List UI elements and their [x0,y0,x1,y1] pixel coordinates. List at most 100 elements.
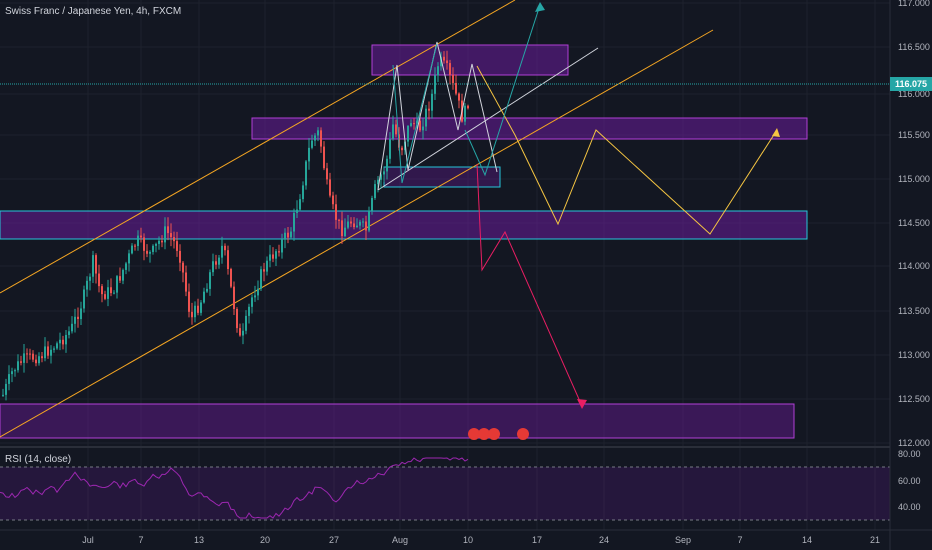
candle-body [197,305,199,313]
candle-body [293,212,295,232]
candle-body [134,245,136,247]
candle-body [251,297,253,307]
resistance-zone-mid[interactable] [251,117,808,140]
rsi-indicator-label[interactable]: RSI (14, close) [5,454,72,465]
candle-body [215,261,217,265]
candle-body [68,331,70,335]
arrow-up-icon [535,2,545,12]
candle-body [83,289,85,309]
time-tick-label: 7 [737,535,742,545]
candle-body [227,250,229,270]
candle-body [170,233,172,238]
candle-body [395,124,397,135]
candle-body [92,255,94,277]
chart-title: Swiss Franc / Japanese Yen, 4h, FXCM [5,6,182,17]
price-axis-ticks: 117.000 116.500 116.000 115.500 115.000 114.5… [898,0,930,448]
event-marker-icon[interactable] [468,428,480,440]
event-marker-icon[interactable] [478,428,490,440]
candle-body [434,75,436,94]
candle-body [299,199,301,210]
candle-body [344,227,346,237]
candle-body [179,250,181,263]
candle-body [80,308,82,320]
price-tick-label: 115.500 [898,130,930,140]
candle-body [152,245,154,252]
candle-body [119,276,121,281]
candle-body [86,280,88,290]
trend-line-white[interactable] [377,47,599,191]
candle-body [281,239,283,253]
event-marker-icon[interactable] [517,428,529,440]
candle-body [47,346,49,356]
candle-body [290,231,292,238]
candle-body [449,63,451,75]
candle-body [236,309,238,329]
candle-body [26,353,28,355]
candle-body [56,343,58,349]
candle-body [278,251,280,253]
target-zone-bottom[interactable] [0,403,795,439]
candle-body [206,288,208,292]
channel-lower-line[interactable] [0,29,714,438]
candle-body [248,306,250,316]
candle-body [44,346,46,359]
projection-red[interactable] [476,163,583,407]
candle-body [101,286,103,295]
price-tick-label: 112.000 [898,438,930,448]
candle-body [11,371,13,375]
candle-body [77,316,79,320]
candle-body [467,105,469,109]
candle-body [218,257,220,265]
candle-body [194,305,196,318]
candle-body [128,253,130,264]
candle-body [242,330,244,336]
candle-body [185,272,187,292]
candle-body [239,328,241,336]
resistance-zone-top[interactable] [371,44,569,76]
candle-body [257,288,259,296]
projection-yellow[interactable] [476,65,778,235]
candle-body [308,147,310,162]
price-tick-label: 114.500 [898,218,930,228]
candle-body [125,263,127,270]
rsi-tick-label: 40.00 [898,502,921,512]
vertical-grid [87,0,876,530]
arrow-up-icon [772,128,780,137]
candle-body [65,334,67,345]
candle-body [455,83,457,94]
candle-body [362,221,364,223]
candle-body [410,123,412,126]
candle-body [356,225,358,228]
candle-body [443,56,445,61]
pattern-zigzag-teal[interactable] [392,43,438,184]
candle-body [425,108,427,127]
candle-body [98,273,100,287]
time-tick-label: 14 [802,535,812,545]
event-markers[interactable] [468,428,529,440]
channel-upper-line[interactable] [0,0,516,294]
pattern-zigzag-white[interactable] [377,41,498,191]
candle-body [350,221,352,224]
candle-body [116,276,118,293]
candle-body [254,295,256,298]
candlestick-series [2,50,469,401]
candle-body [20,361,22,363]
candle-body [104,294,106,299]
candle-body [368,210,370,231]
projection-teal[interactable] [464,4,541,177]
candle-body [317,130,319,136]
candle-body [392,124,394,139]
candle-body [107,287,109,299]
time-tick-label: 27 [329,535,339,545]
candle-body [305,161,307,186]
price-axis[interactable] [890,0,932,550]
candle-body [74,316,76,324]
candle-body [371,198,373,211]
support-zone[interactable] [0,210,808,240]
time-tick-label: 24 [599,535,609,545]
candle-body [14,370,16,372]
event-marker-icon[interactable] [488,428,500,440]
candle-body [131,245,133,254]
candle-body [329,179,331,196]
